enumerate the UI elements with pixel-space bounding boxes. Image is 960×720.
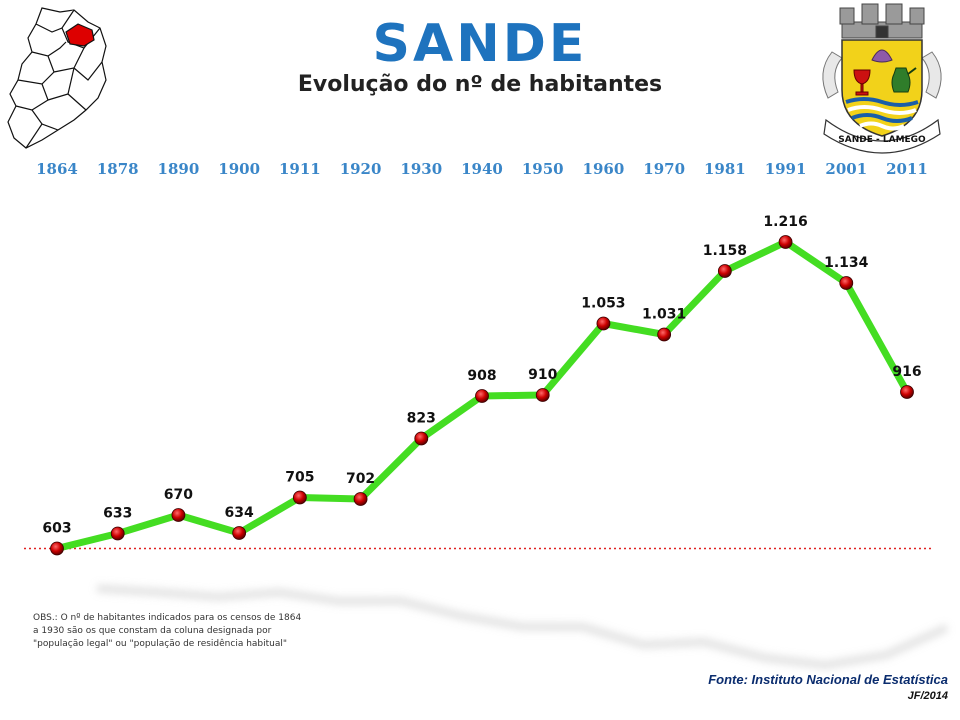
x-tick-label: 2001: [825, 160, 867, 178]
x-tick-label: 1920: [340, 160, 382, 178]
page-subtitle: Evolução do nº de habitantes: [297, 72, 663, 97]
mural-crown-icon: [839, 3, 925, 39]
data-label: 1.031: [642, 307, 686, 323]
data-point: [353, 492, 368, 506]
page-title: SANDE: [372, 14, 588, 74]
data-point: [596, 316, 611, 331]
data-point: [171, 508, 186, 522]
data-label: 603: [42, 521, 71, 537]
footnote: OBS.: O nº de habitantes indicados para …: [33, 613, 302, 649]
x-tick-label: 1878: [97, 160, 139, 178]
data-label: 702: [346, 471, 375, 487]
line-reflection: [96, 584, 949, 670]
x-tick-label: 1960: [583, 160, 625, 178]
data-label: 823: [407, 411, 436, 427]
data-point: [900, 385, 914, 399]
data-point: [778, 235, 793, 249]
coat-of-arms: SANDE - LAMEGO: [822, 3, 942, 154]
data-markers: [50, 235, 914, 556]
data-point: [414, 431, 429, 446]
data-point: [839, 276, 854, 290]
data-point: [657, 327, 672, 342]
x-axis-labels: 1864 1878 1890 1900 1911 1920 1930 1940 1950 1960…: [36, 160, 928, 178]
data-point: [475, 389, 489, 403]
data-label: 910: [528, 367, 557, 383]
chalice-icon: [853, 69, 871, 96]
x-tick-label: 1900: [218, 160, 260, 178]
data-point: [232, 526, 247, 540]
data-label: 916: [892, 364, 921, 380]
data-label: 705: [285, 470, 314, 486]
source-text: Fonte: Instituto Nacional de Estatística: [708, 672, 948, 687]
scallop-shell-icon: [871, 49, 893, 63]
data-labels: 603 633 670 634 705 702 823 908 910 1.053 1.031 1.1…: [42, 214, 921, 537]
data-label: 1.216: [763, 214, 807, 230]
x-tick-label: 1991: [765, 160, 807, 178]
data-point: [535, 388, 550, 402]
x-tick-label: 1950: [522, 160, 564, 178]
x-tick-label: 1970: [643, 160, 685, 178]
data-point: [292, 490, 307, 505]
data-label: 633: [103, 506, 132, 522]
jug-icon: [891, 67, 917, 93]
data-point: [110, 526, 125, 541]
data-point: [50, 541, 64, 556]
x-tick-label: 1930: [400, 160, 442, 178]
x-tick-label: 2011: [886, 160, 928, 178]
credit-text: JF/2014: [907, 690, 948, 702]
water-waves: [845, 97, 919, 131]
crest-banner-text: SANDE - LAMEGO: [838, 135, 926, 145]
data-label: 1.158: [703, 243, 747, 259]
data-label: 908: [467, 368, 496, 384]
x-tick-label: 1890: [158, 160, 200, 178]
highlighted-parish: [65, 23, 95, 47]
data-label: 1.053: [581, 296, 625, 312]
x-tick-label: 1911: [279, 160, 321, 178]
municipality-map: [7, 7, 107, 149]
data-label: 1.134: [824, 255, 869, 271]
data-label: 634: [225, 505, 254, 521]
data-point: [717, 264, 732, 278]
x-tick-label: 1864: [36, 160, 78, 178]
data-label: 670: [164, 487, 193, 503]
x-tick-label: 1981: [704, 160, 746, 178]
x-tick-label: 1940: [461, 160, 503, 178]
